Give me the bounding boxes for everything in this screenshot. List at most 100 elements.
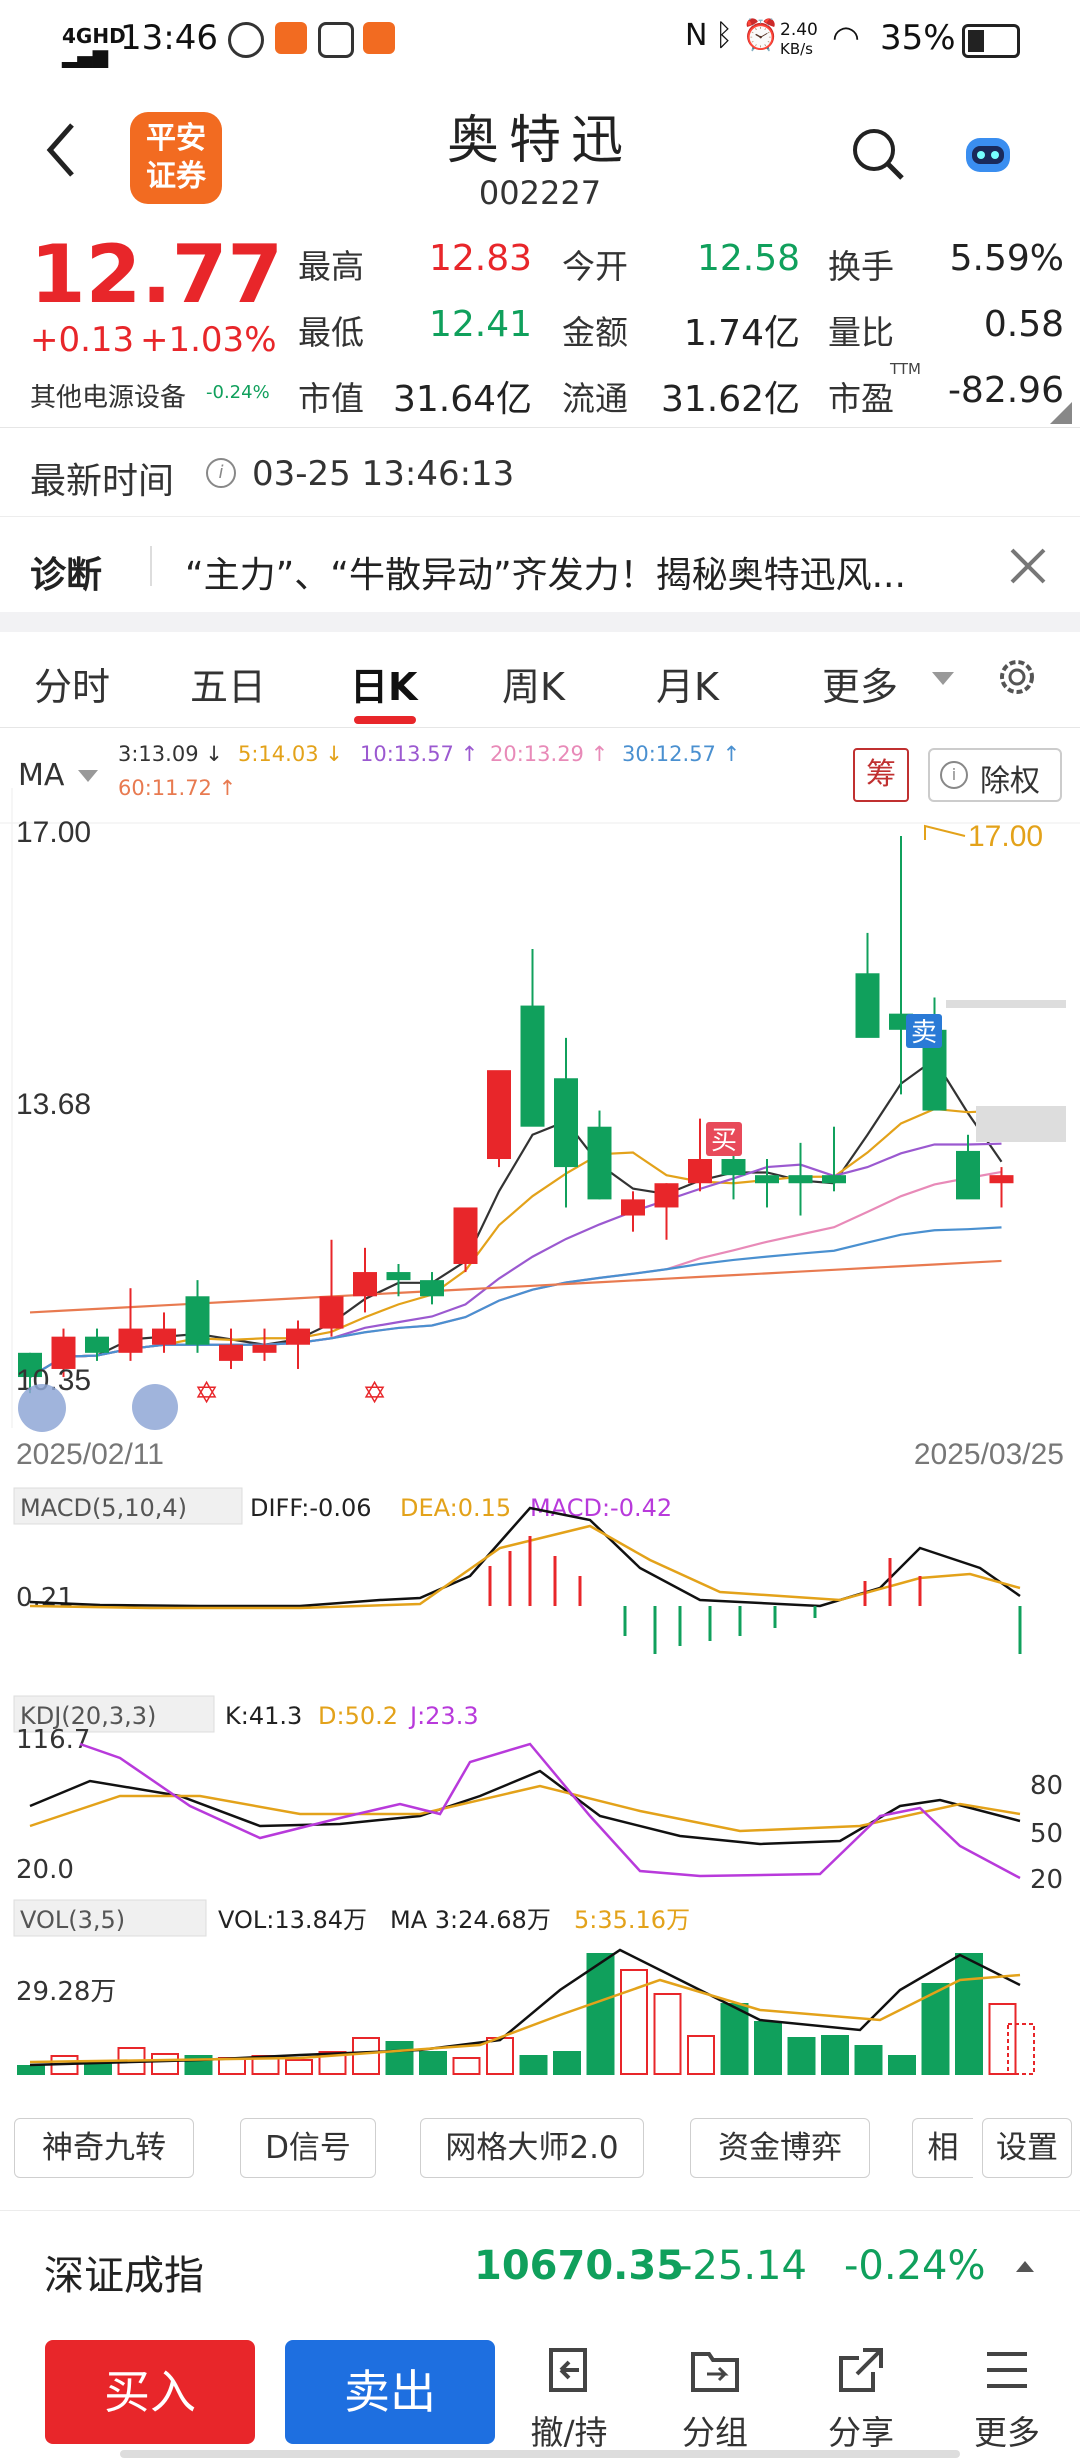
wifi-icon: ◠ (832, 18, 860, 56)
ma-legend-item: 30:12.57 ↑ (622, 742, 741, 766)
index-name: 深证成指 (44, 2253, 204, 2299)
vol-bar (151, 2053, 179, 2075)
cancel-order-icon (549, 2348, 587, 2392)
vol-bar (419, 2051, 447, 2075)
last-price: 12.77 (30, 228, 284, 321)
chevron-up-icon[interactable] (1016, 2261, 1034, 2272)
tab-monthly-k[interactable]: 月K (656, 665, 719, 709)
diagnosis-label: 诊断 (30, 555, 103, 596)
tool-d-signal[interactable]: D信号 (240, 2118, 376, 2178)
quote-field-label: 量比 (828, 313, 894, 352)
buy-tag-bg (706, 1122, 742, 1156)
alarm-icon: ⏰ (742, 18, 780, 53)
macd-dea-line (29, 1524, 1021, 1610)
sell-button[interactable]: 卖出 (285, 2340, 495, 2444)
macd-value: MACD:-0.42 (530, 1494, 672, 1522)
macd-label-bg[interactable] (13, 1487, 243, 1525)
end-date: 2025/03/25 (914, 1438, 1064, 1471)
index-ticker[interactable]: 深证成指 10670.35 -25.14 -0.24% (0, 2210, 1080, 2324)
diagnosis-text[interactable]: “主力”、“牛散异动”齐发力！揭秘奥特迅风... (185, 555, 906, 596)
kdj-50: 50 (1030, 1819, 1063, 1849)
vol-value: VOL:13.84万 (218, 1906, 367, 1934)
clock: 13:46 (120, 18, 218, 58)
ma-dropdown-icon[interactable] (78, 770, 98, 782)
quote-field-value: 12.83 (428, 238, 532, 279)
vol-bar (653, 1993, 682, 2075)
battery-level: 35% (880, 18, 956, 58)
candle-body (386, 1272, 411, 1281)
sell-tag-bg (906, 1014, 942, 1048)
macd-diff: DIFF:-0.06 (250, 1494, 372, 1522)
candle-body (688, 1159, 712, 1184)
quote-field-value: 12.41 (428, 304, 532, 345)
high-marker-line (924, 824, 966, 840)
settings-button[interactable]: 设置 (982, 2118, 1072, 2178)
scroll-left-icon[interactable] (18, 1384, 66, 1432)
diagnosis-row[interactable]: 诊断 “主力”、“牛散异动”齐发力！揭秘奥特迅风... (0, 518, 1080, 614)
index-change: -25.14 (678, 2243, 807, 2289)
bluetooth-icon: ᛒ (715, 18, 733, 53)
vol-bar (285, 2059, 313, 2075)
vol-bar (754, 2021, 782, 2075)
back-icon[interactable] (42, 120, 82, 180)
quote-field-value: 12.58 (696, 238, 800, 279)
vol-bar (888, 2055, 916, 2075)
chip-button[interactable]: 筹 (853, 748, 909, 802)
exright-button[interactable]: i 除权 (928, 748, 1062, 802)
cancel-hold-button[interactable]: 撤/持 (514, 2342, 624, 2454)
vol-bar (955, 1953, 983, 2075)
candle-body (453, 1207, 478, 1264)
tool-grid-master[interactable]: 网格大师2.0 (420, 2118, 644, 2178)
vol-bar (687, 2035, 715, 2075)
chevron-down-icon[interactable] (932, 672, 954, 685)
group-button[interactable]: 分组 (660, 2342, 770, 2454)
section-separator (0, 612, 1080, 632)
candle-body (51, 1336, 76, 1369)
buy-button[interactable]: 买入 (45, 2340, 255, 2444)
candle-body (520, 1005, 545, 1127)
tab-intraday[interactable]: 分时 (34, 665, 111, 709)
sector-name[interactable]: 其他电源设备 (30, 383, 187, 413)
ma-legend-item: 3:13.09 ↓ (118, 742, 223, 766)
menu-icon (987, 2352, 1027, 2388)
gear-icon[interactable] (994, 654, 1040, 700)
ma-legend-item: 60:11.72 ↑ (118, 776, 237, 800)
tool-fund-game[interactable]: 资金博弈 (690, 2118, 870, 2178)
tab-five-day[interactable]: 五日 (190, 665, 267, 709)
vol-bar (519, 2055, 548, 2075)
app-notification-icon (318, 22, 354, 58)
search-icon[interactable] (850, 126, 906, 182)
more-button[interactable]: 更多 (952, 2342, 1062, 2454)
candle-body (788, 1175, 813, 1184)
info-icon[interactable]: i (206, 458, 236, 488)
sector-change: -0.24% (206, 382, 270, 403)
vol-label-bg[interactable] (13, 1899, 207, 1937)
ma-line (29, 1170, 1002, 1378)
ma-line (29, 1226, 1002, 1378)
tab-weekly-k[interactable]: 周K (502, 665, 565, 709)
update-time-row: 最新时间 i 03-25 13:46:13 (0, 428, 1080, 517)
assistant-robot-icon[interactable] (960, 128, 1016, 178)
macd-axis: 0.21 (16, 1583, 74, 1613)
candle-body (587, 1126, 612, 1200)
tab-daily-k[interactable]: 日K (350, 665, 418, 709)
scroll-right-icon[interactable] (132, 1384, 178, 1430)
close-icon[interactable] (1008, 546, 1048, 586)
quote-field-value: 5.59% (949, 238, 1064, 279)
vol-bar (586, 1953, 615, 2075)
app-notification-icon (363, 22, 395, 54)
share-button[interactable]: 分享 (806, 2342, 916, 2454)
candle-body (85, 1336, 109, 1353)
brand-logo: 平安 证券 (130, 112, 222, 204)
tool-magic-nine[interactable]: 神奇九转 (14, 2118, 194, 2178)
quote-field-label: 今开 (562, 247, 628, 286)
app-notification-icon (228, 22, 264, 58)
candle-body (353, 1272, 377, 1297)
kdj-label-bg[interactable] (13, 1695, 215, 1733)
home-indicator (120, 2450, 960, 2458)
battery-fill (968, 30, 984, 52)
tool-partial[interactable]: 相 (912, 2118, 973, 2178)
tab-more[interactable]: 更多 (822, 665, 899, 709)
ma-label[interactable]: MA (18, 758, 65, 793)
